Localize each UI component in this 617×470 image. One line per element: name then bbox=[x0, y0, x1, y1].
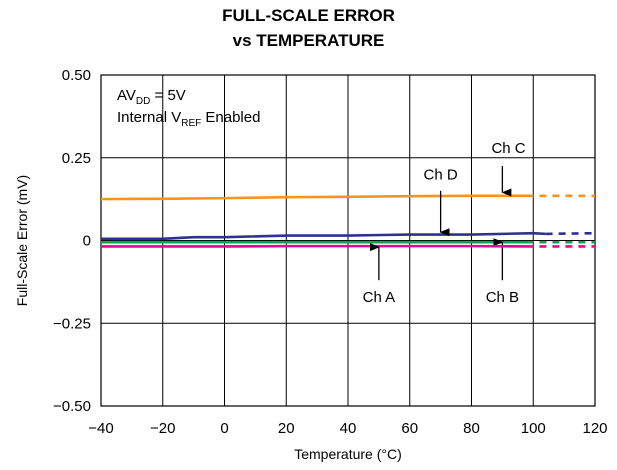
annotation-reference: Internal VREF Enabled bbox=[117, 109, 260, 129]
x-tick-label: 80 bbox=[463, 420, 480, 437]
x-tick-label: 40 bbox=[340, 420, 357, 437]
x-tick-label: −20 bbox=[150, 420, 175, 437]
y-tick-label: 0.50 bbox=[62, 67, 91, 84]
series-line-ch-c bbox=[100, 194, 534, 201]
x-tick-label: 60 bbox=[401, 420, 418, 437]
x-tick-label: 20 bbox=[278, 420, 295, 437]
y-tick-label: −0.50 bbox=[53, 398, 91, 415]
series-extrapolation-ch-d bbox=[545, 231, 596, 236]
series-label-ch-b: Ch B bbox=[486, 289, 519, 306]
annotation-supply-voltage: AVDD = 5V bbox=[117, 87, 186, 107]
series-label-ch-c: Ch C bbox=[491, 140, 525, 157]
y-tick-label: −0.25 bbox=[53, 315, 91, 332]
plot-frame bbox=[100, 74, 596, 407]
x-tick-label: −40 bbox=[88, 420, 113, 437]
series-label-ch-d: Ch D bbox=[424, 166, 458, 183]
y-axis-label: Full-Scale Error (mV) bbox=[14, 175, 30, 306]
chart-title-line-1: FULL-SCALE ERROR bbox=[222, 6, 395, 25]
chart-title-line-2: vs TEMPERATURE bbox=[232, 31, 385, 50]
series-label-ch-a: Ch A bbox=[363, 289, 396, 306]
x-tick-label: 120 bbox=[582, 420, 607, 437]
series-line-ch-d bbox=[101, 231, 546, 241]
x-axis-label: Temperature (°C) bbox=[294, 446, 402, 462]
x-tick-label: 100 bbox=[521, 420, 546, 437]
y-tick-label: 0.25 bbox=[62, 150, 91, 167]
x-tick-label: 0 bbox=[220, 420, 228, 437]
y-tick-label: 0 bbox=[83, 233, 91, 250]
